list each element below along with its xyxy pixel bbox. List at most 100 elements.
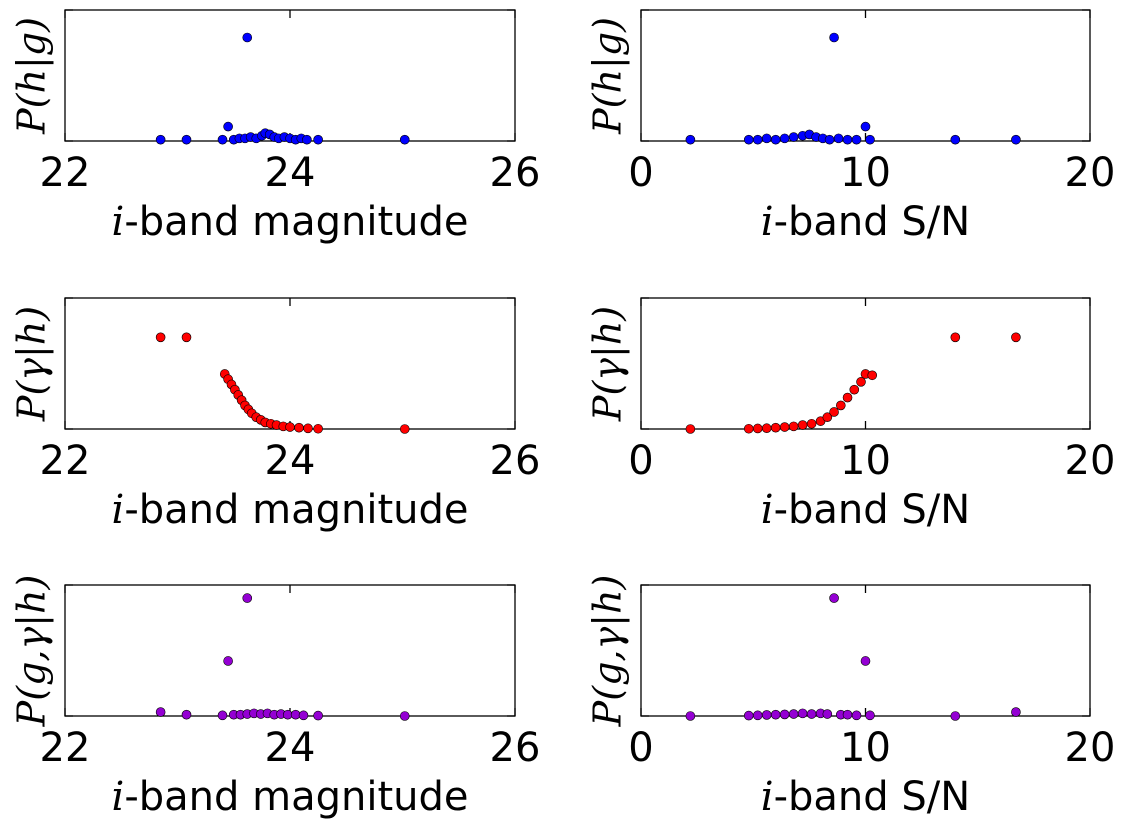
- panel-gamma-sn: 0 10 20 i-band S/N P(γ|h): [586, 297, 1116, 533]
- data-point: [833, 133, 844, 144]
- data-point: [303, 423, 313, 434]
- x-tick-label: 10: [840, 438, 891, 484]
- x-tick-label: 26: [490, 725, 541, 771]
- data-point: [867, 370, 878, 381]
- data-point: [842, 392, 853, 403]
- data-point: [856, 377, 866, 387]
- data-point: [223, 121, 233, 132]
- data-point: [743, 134, 754, 145]
- x-axis-label: i-band S/N: [761, 774, 970, 820]
- x-tick-label: 10: [840, 725, 891, 771]
- data-point: [685, 711, 696, 721]
- x-axis-label-var: i: [112, 774, 125, 820]
- data-point: [851, 710, 862, 721]
- data-point: [399, 134, 410, 145]
- panel-hg-sn: 0 10 20 i-band S/N P(h|g): [586, 9, 1115, 245]
- x-axis-label-var: i: [761, 487, 774, 533]
- data-point: [752, 710, 763, 721]
- data-point: [1011, 332, 1021, 343]
- y-axis-label: P(γ|h): [586, 306, 630, 422]
- data-point: [761, 133, 772, 144]
- data-point: [860, 656, 871, 666]
- x-axis-label: i-band S/N: [761, 199, 970, 245]
- x-axis-label: i-band magnitude: [112, 774, 469, 820]
- y-axis-label: P(γ|h): [10, 306, 54, 422]
- data-point: [788, 709, 799, 719]
- data-point: [752, 423, 763, 434]
- data-point: [242, 593, 253, 603]
- data-point: [1011, 707, 1021, 717]
- axes-frame: [64, 297, 516, 430]
- data-point: [829, 593, 839, 603]
- data-point: [685, 424, 696, 434]
- y-axis-label: P(g,γ|h): [586, 575, 630, 728]
- data-point: [298, 710, 309, 721]
- panel-ggamma-mag: 22 24 26 i-band magnitude P(g,γ|h): [10, 575, 541, 820]
- data-point: [770, 134, 781, 145]
- data-point: [181, 332, 192, 343]
- data-point: [851, 134, 862, 145]
- panel-ggamma-sn: 0 10 20 i-band S/N P(g,γ|h): [586, 575, 1116, 820]
- x-axis-label-text: -band magnitude: [124, 199, 468, 245]
- panel-hg-mag: 22 24 26 i-band magnitude P(h|g): [10, 9, 541, 245]
- data-point: [950, 134, 961, 145]
- axes-frame: [640, 584, 1091, 717]
- x-axis-label-text: -band S/N: [774, 487, 971, 533]
- data-point: [761, 710, 772, 720]
- x-tick-label: 0: [628, 438, 653, 484]
- data-point: [806, 418, 817, 429]
- data-point: [779, 709, 790, 720]
- y-axis-label: P(h|g): [586, 17, 630, 135]
- x-tick-label: 0: [628, 725, 653, 771]
- axes-frame: [64, 584, 516, 717]
- data-point: [788, 132, 799, 142]
- data-point: [217, 710, 228, 721]
- x-tick-label: 26: [490, 150, 541, 196]
- data-point: [217, 134, 228, 145]
- y-axis-label: P(h|g): [10, 17, 54, 135]
- data-point: [399, 711, 410, 721]
- data-point: [797, 708, 808, 719]
- data-point: [860, 121, 871, 132]
- data-point: [313, 423, 323, 434]
- data-point: [842, 134, 853, 145]
- data-point: [302, 134, 312, 145]
- data-point: [761, 423, 772, 434]
- data-point: [155, 707, 166, 717]
- data-point: [242, 32, 253, 43]
- data-point: [181, 709, 192, 720]
- data-point: [743, 423, 754, 434]
- data-point: [313, 710, 323, 721]
- data-point: [779, 422, 790, 432]
- data-point: [836, 400, 846, 411]
- panel-gamma-mag: 22 24 26 i-band magnitude P(γ|h): [10, 297, 540, 533]
- x-tick-label: 10: [840, 150, 891, 196]
- x-axis-label-text: -band S/N: [774, 774, 971, 820]
- data-point: [399, 424, 410, 434]
- data-point: [829, 407, 839, 417]
- x-axis-label-text: -band S/N: [774, 199, 971, 245]
- data-point: [822, 412, 833, 423]
- y-axis-label: P(g,γ|h): [10, 575, 54, 728]
- x-axis-label-var: i: [761, 774, 774, 820]
- x-tick-label: 22: [40, 725, 91, 771]
- data-point: [779, 133, 790, 144]
- x-axis-label-var: i: [112, 487, 125, 533]
- data-point: [223, 656, 233, 666]
- data-point: [743, 710, 754, 721]
- data-point: [155, 332, 166, 343]
- data-point: [788, 421, 799, 432]
- x-tick-label: 0: [628, 150, 653, 196]
- x-tick-label: 20: [1065, 725, 1116, 771]
- data-point: [770, 422, 781, 433]
- x-axis-label: i-band S/N: [761, 487, 970, 533]
- x-axis-label-text: -band magnitude: [124, 487, 468, 533]
- data-point: [685, 134, 696, 145]
- data-point: [155, 134, 166, 145]
- data-point: [865, 710, 875, 721]
- data-point: [1011, 134, 1021, 145]
- x-tick-label: 20: [1065, 438, 1116, 484]
- data-point: [806, 709, 817, 719]
- x-axis-label-text: -band magnitude: [124, 774, 468, 820]
